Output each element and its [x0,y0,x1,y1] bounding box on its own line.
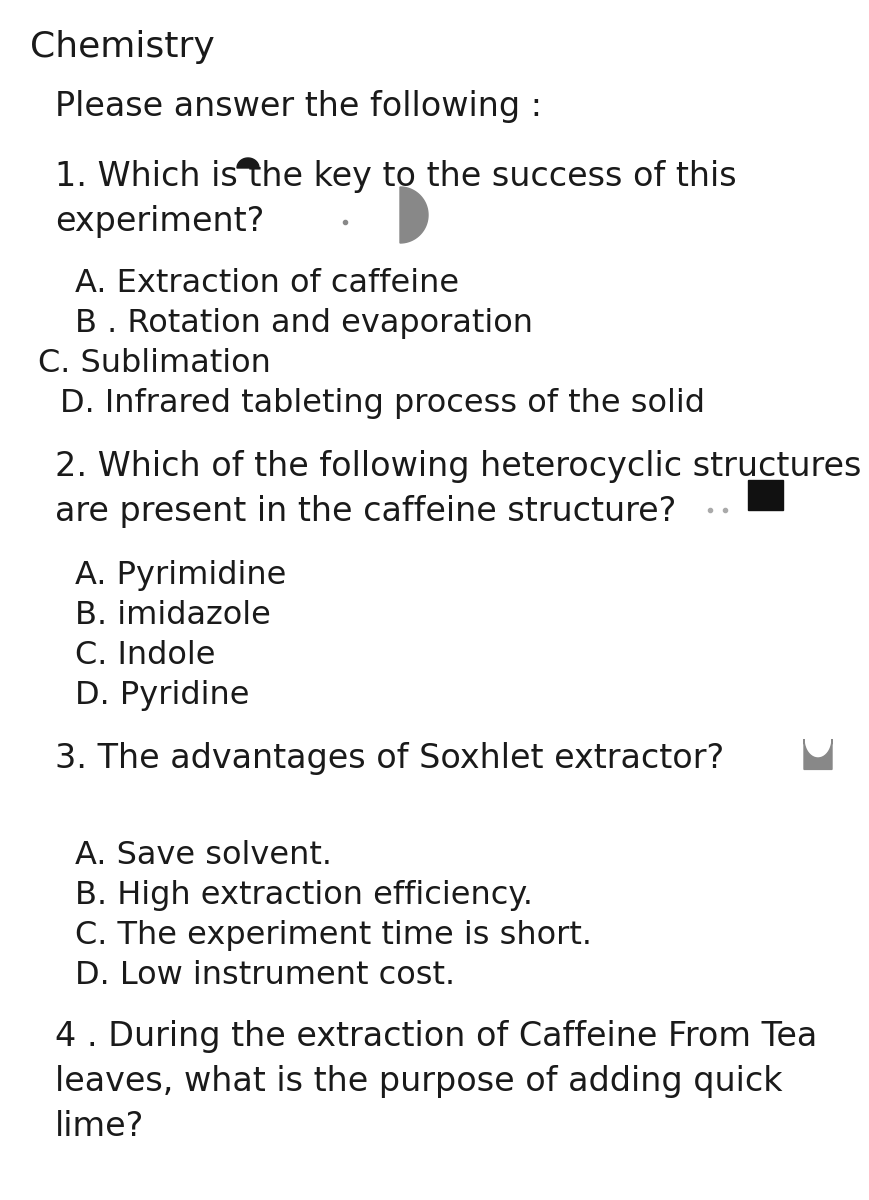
Text: D. Low instrument cost.: D. Low instrument cost. [75,960,454,991]
Text: A. Extraction of caffeine: A. Extraction of caffeine [75,268,459,299]
Text: leaves, what is the purpose of adding quick: leaves, what is the purpose of adding qu… [55,1066,781,1098]
Text: C. Indole: C. Indole [75,640,216,671]
Text: are present in the caffeine structure?: are present in the caffeine structure? [55,494,675,528]
Polygon shape [400,187,428,242]
Text: C. The experiment time is short.: C. The experiment time is short. [75,920,591,950]
Text: 1. Which is the key to the success of this: 1. Which is the key to the success of th… [55,160,736,193]
Text: B . Rotation and evaporation: B . Rotation and evaporation [75,308,533,338]
Text: Chemistry: Chemistry [30,30,215,64]
Text: B. imidazole: B. imidazole [75,600,270,631]
Text: D. Pyridine: D. Pyridine [75,680,249,710]
Text: B. High extraction efficiency.: B. High extraction efficiency. [75,880,533,911]
Text: C. Sublimation: C. Sublimation [38,348,270,379]
Polygon shape [803,739,831,769]
Text: experiment?: experiment? [55,205,264,238]
Text: Please answer the following :: Please answer the following : [55,90,541,122]
Text: D. Infrared tableting process of the solid: D. Infrared tableting process of the sol… [60,388,704,419]
Bar [747,480,782,510]
Text: 3. The advantages of Soxhlet extractor?: 3. The advantages of Soxhlet extractor? [55,742,723,775]
Text: A. Pyrimidine: A. Pyrimidine [75,560,286,590]
Text: lime?: lime? [55,1110,144,1142]
Polygon shape [236,158,259,168]
Text: 4 . During the extraction of Caffeine From Tea: 4 . During the extraction of Caffeine Fr… [55,1020,816,1054]
Text: A. Save solvent.: A. Save solvent. [75,840,332,871]
Text: 2. Which of the following heterocyclic structures: 2. Which of the following heterocyclic s… [55,450,860,482]
